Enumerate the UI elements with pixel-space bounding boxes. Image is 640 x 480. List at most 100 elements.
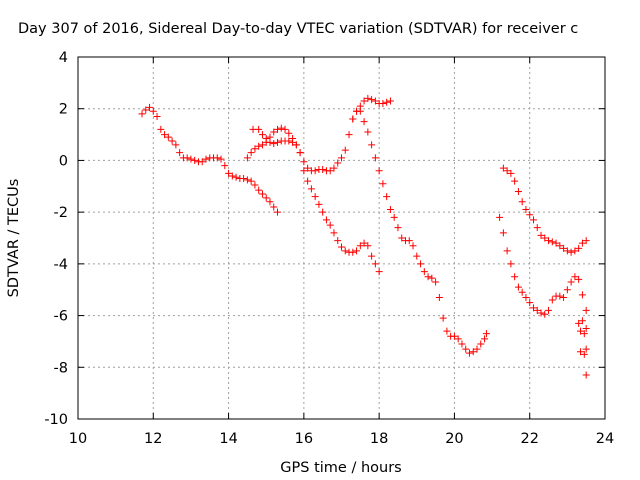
data-point-series-5 xyxy=(499,229,507,237)
data-point-series-1 xyxy=(262,194,270,202)
data-point-series-3 xyxy=(409,242,417,250)
data-point-series-1 xyxy=(221,162,229,170)
data-point-series-5 xyxy=(526,299,534,307)
data-point-series-7 xyxy=(518,198,526,206)
data-point-series-5 xyxy=(556,292,564,300)
data-point-series-5 xyxy=(533,306,541,314)
data-point-series-2 xyxy=(375,268,383,276)
y-tick-label: -10 xyxy=(44,412,68,428)
y-tick-label: -6 xyxy=(54,309,68,325)
data-point-series-1 xyxy=(149,107,157,115)
data-point-series-3 xyxy=(368,141,376,149)
data-point-series-3 xyxy=(477,340,485,348)
data-point-series-5 xyxy=(560,293,568,301)
data-point-series-1 xyxy=(213,154,221,162)
y-tick-label: -4 xyxy=(54,257,68,273)
data-point-series-3 xyxy=(390,213,398,221)
data-point-series-2 xyxy=(285,137,293,145)
data-point-series-3 xyxy=(417,260,425,268)
data-point-series-4 xyxy=(368,96,376,104)
data-point-series-7 xyxy=(503,167,511,175)
data-point-series-3 xyxy=(341,146,349,154)
data-point-series-3 xyxy=(443,327,451,335)
data-point-series-3 xyxy=(296,149,304,157)
data-point-series-5 xyxy=(522,293,530,301)
data-point-series-3 xyxy=(383,193,391,201)
chart-title: Day 307 of 2016, Sidereal Day-to-day VTE… xyxy=(18,21,578,37)
data-point-series-2 xyxy=(356,242,364,250)
data-point-series-5 xyxy=(541,310,549,318)
plot-frame xyxy=(77,56,606,420)
y-tick-label: 0 xyxy=(59,153,68,169)
data-point-series-6 xyxy=(577,348,585,356)
data-point-series-3 xyxy=(311,167,319,175)
data-point-series-6 xyxy=(582,371,590,379)
data-point-series-6 xyxy=(578,317,586,325)
data-point-series-7 xyxy=(533,224,541,232)
data-point-series-4 xyxy=(356,102,364,110)
data-point-series-3 xyxy=(432,278,440,286)
data-point-series-7 xyxy=(499,164,507,172)
data-point-series-2 xyxy=(274,138,282,146)
x-tick-label: 12 xyxy=(144,431,162,447)
data-point-series-5 xyxy=(529,304,537,312)
data-point-series-1 xyxy=(198,158,206,166)
data-point-series-3 xyxy=(465,349,473,357)
data-point-series-3 xyxy=(420,268,428,276)
data-point-series-3 xyxy=(338,154,345,162)
data-point-series-3 xyxy=(270,128,278,136)
data-point-series-2 xyxy=(360,239,368,247)
data-points xyxy=(138,94,590,379)
data-point-series-6 xyxy=(582,345,590,353)
data-point-series-1 xyxy=(183,154,191,162)
data-point-series-2 xyxy=(247,149,255,157)
data-point-series-6 xyxy=(582,325,590,332)
data-point-series-1 xyxy=(243,176,251,184)
data-point-series-7 xyxy=(526,211,534,219)
data-point-series-2 xyxy=(341,247,349,255)
data-point-series-1 xyxy=(270,203,278,211)
data-point-series-5 xyxy=(571,273,579,281)
data-point-series-7 xyxy=(552,239,560,247)
data-point-series-4 xyxy=(349,115,357,123)
data-point-series-3 xyxy=(326,167,334,175)
data-point-series-1 xyxy=(258,190,266,198)
data-point-series-3 xyxy=(458,340,466,348)
data-point-series-4 xyxy=(371,97,379,105)
data-point-series-2 xyxy=(349,248,357,256)
x-axis-ticks: 10 12 14 16 18 20 22 24 xyxy=(69,57,614,447)
data-point-series-7 xyxy=(571,247,579,255)
data-point-series-3 xyxy=(255,125,263,133)
data-point-series-4 xyxy=(386,97,394,105)
data-point-series-3 xyxy=(289,134,297,142)
data-point-series-3 xyxy=(345,131,353,139)
data-point-series-2 xyxy=(338,243,345,251)
data-point-series-3 xyxy=(405,237,413,245)
data-point-series-3 xyxy=(375,167,383,175)
data-point-series-5 xyxy=(545,306,553,314)
data-point-series-3 xyxy=(386,206,394,214)
data-point-series-1 xyxy=(142,106,150,114)
data-point-series-1 xyxy=(168,137,176,145)
x-tick-label: 20 xyxy=(445,431,463,447)
data-point-series-1 xyxy=(157,125,165,133)
data-point-series-3 xyxy=(424,273,432,281)
data-point-series-1 xyxy=(255,186,263,194)
data-point-series-2 xyxy=(353,247,361,255)
data-point-series-5 xyxy=(518,288,526,296)
data-point-series-5 xyxy=(514,283,522,291)
data-point-series-5 xyxy=(548,296,556,304)
data-point-series-7 xyxy=(548,238,556,246)
data-point-series-1 xyxy=(266,198,274,206)
data-point-series-3 xyxy=(379,180,387,188)
data-point-series-2 xyxy=(243,154,251,162)
x-tick-label: 24 xyxy=(596,431,614,447)
data-point-series-2 xyxy=(307,185,315,193)
data-point-series-2 xyxy=(315,200,323,208)
x-tick-label: 18 xyxy=(370,431,388,447)
data-point-series-7 xyxy=(507,169,515,177)
data-point-series-3 xyxy=(469,348,477,356)
data-point-series-3 xyxy=(330,164,338,172)
data-point-series-1 xyxy=(187,155,195,163)
